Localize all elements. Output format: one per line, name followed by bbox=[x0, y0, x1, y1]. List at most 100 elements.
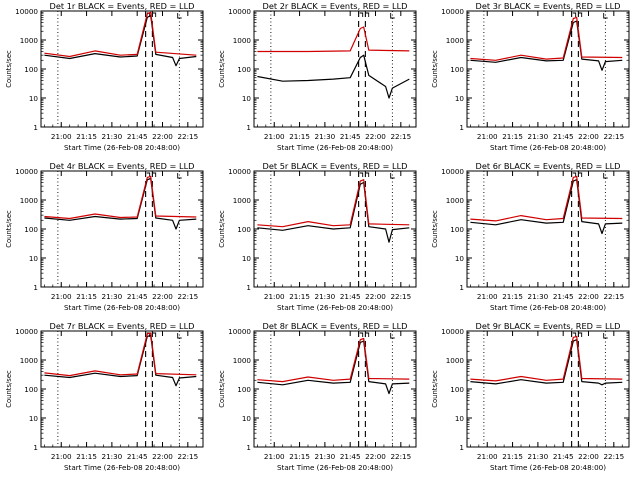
x-tick-label: 21:15 bbox=[289, 292, 310, 301]
y-tick-label: 10 bbox=[455, 94, 465, 103]
events-series-line bbox=[257, 54, 410, 99]
y-tick-label: 10000 bbox=[228, 7, 251, 16]
plot-frame bbox=[466, 170, 630, 288]
x-tick-label: 22:00 bbox=[365, 292, 386, 301]
y-tick-label: 100 bbox=[237, 225, 251, 234]
x-tick-label: 22:00 bbox=[365, 452, 386, 461]
x-tick-label: 21:30 bbox=[102, 292, 123, 301]
night-marker bbox=[603, 333, 608, 339]
y-tick-label: 10000 bbox=[441, 7, 464, 16]
x-tick-label: 21:45 bbox=[127, 452, 148, 461]
saa-marker bbox=[359, 332, 370, 337]
lld-series-line bbox=[257, 179, 410, 228]
x-tick-label: 22:15 bbox=[390, 292, 411, 301]
y-tick-label: 10000 bbox=[441, 327, 464, 336]
night-marker bbox=[177, 173, 182, 179]
x-tick-label: 21:30 bbox=[528, 292, 549, 301]
y-tick-label: 100 bbox=[450, 225, 464, 234]
plot-frame bbox=[253, 10, 417, 128]
y-tick-label: 10 bbox=[29, 254, 39, 263]
x-tick-label: 21:45 bbox=[340, 292, 361, 301]
panel-title: Det 4r BLACK = Events, RED = LLD bbox=[50, 161, 195, 171]
x-tick-label: 21:00 bbox=[477, 132, 498, 141]
y-tick-label: 10 bbox=[242, 94, 252, 103]
events-series-line bbox=[470, 339, 623, 386]
y-tick-label: 10000 bbox=[441, 167, 464, 176]
y-tick-label: 1000 bbox=[233, 356, 252, 365]
x-tick-label: 21:15 bbox=[502, 452, 523, 461]
x-tick-label: 22:15 bbox=[390, 132, 411, 141]
x-tick-label: 21:45 bbox=[553, 292, 574, 301]
x-tick-label: 21:30 bbox=[315, 292, 336, 301]
y-tick-label: 10000 bbox=[15, 167, 38, 176]
x-tick-label: 21:15 bbox=[502, 292, 523, 301]
x-tick-label: 22:15 bbox=[603, 132, 624, 141]
y-tick-label: 1 bbox=[459, 443, 464, 452]
y-tick-label: 100 bbox=[450, 385, 464, 394]
x-tick-label: 21:30 bbox=[102, 132, 123, 141]
lld-series-line bbox=[44, 175, 197, 220]
lld-series-line bbox=[44, 332, 197, 377]
panel-title: Det 5r BLACK = Events, RED = LLD bbox=[263, 161, 408, 171]
x-tick-label: 21:45 bbox=[553, 452, 574, 461]
x-axis-label: Start Time (26-Feb-08 20:48:00) bbox=[64, 463, 180, 472]
x-axis-label: Start Time (26-Feb-08 20:48:00) bbox=[490, 463, 606, 472]
night-marker bbox=[177, 13, 182, 19]
detector-panel: Det 5r BLACK = Events, RED = LLD 1 10 100 10… bbox=[218, 161, 417, 312]
x-axis-label: Start Time (26-Feb-08 20:48:00) bbox=[277, 303, 393, 312]
x-tick-label: 21:15 bbox=[289, 132, 310, 141]
y-tick-label: 10000 bbox=[15, 327, 38, 336]
x-tick-label: 21:45 bbox=[553, 132, 574, 141]
x-tick-label: 22:15 bbox=[603, 292, 624, 301]
y-tick-label: 1 bbox=[246, 443, 251, 452]
x-tick-label: 22:00 bbox=[578, 132, 599, 141]
x-tick-label: 21:00 bbox=[264, 452, 285, 461]
x-tick-label: 22:00 bbox=[152, 452, 173, 461]
x-tick-label: 21:15 bbox=[289, 452, 310, 461]
plot-frame bbox=[466, 330, 630, 448]
night-marker bbox=[390, 13, 395, 19]
saa-marker bbox=[572, 332, 583, 337]
y-tick-label: 1 bbox=[33, 283, 38, 292]
plot-frame bbox=[253, 330, 417, 448]
x-axis-label: Start Time (26-Feb-08 20:48:00) bbox=[277, 463, 393, 472]
lld-series-line bbox=[470, 16, 623, 61]
x-tick-label: 21:30 bbox=[315, 132, 336, 141]
y-axis-label: Counts/sec bbox=[5, 370, 13, 408]
x-tick-label: 22:15 bbox=[390, 452, 411, 461]
x-tick-label: 21:15 bbox=[76, 452, 97, 461]
y-tick-label: 1 bbox=[459, 123, 464, 132]
x-tick-label: 21:30 bbox=[102, 452, 123, 461]
panel-title: Det 3r BLACK = Events, RED = LLD bbox=[476, 1, 621, 11]
y-tick-label: 100 bbox=[450, 65, 464, 74]
y-axis-label: Counts/sec bbox=[5, 50, 13, 88]
lld-series-line bbox=[470, 335, 623, 382]
lld-series-line bbox=[44, 11, 197, 58]
events-series-line bbox=[470, 20, 623, 71]
detector-panel: Det 4r BLACK = Events, RED = LLD 1 10 100 10… bbox=[5, 161, 204, 312]
x-tick-label: 21:45 bbox=[127, 292, 148, 301]
detector-panel: Det 8r BLACK = Events, RED = LLD 1 10 100 10… bbox=[218, 321, 417, 472]
panel-title: Det 9r BLACK = Events, RED = LLD bbox=[476, 321, 621, 331]
x-tick-label: 22:00 bbox=[152, 132, 173, 141]
y-axis-label: Counts/sec bbox=[218, 210, 226, 248]
y-tick-label: 1 bbox=[246, 123, 251, 132]
detector-panel: Det 1r BLACK = Events, RED = LLD 1 10 100 10… bbox=[5, 1, 204, 152]
panel-title: Det 1r BLACK = Events, RED = LLD bbox=[50, 1, 195, 11]
x-tick-label: 21:15 bbox=[76, 132, 97, 141]
events-series-line bbox=[44, 14, 197, 67]
y-tick-label: 10000 bbox=[228, 327, 251, 336]
panel-title: Det 6r BLACK = Events, RED = LLD bbox=[476, 161, 621, 171]
x-tick-label: 22:00 bbox=[152, 292, 173, 301]
y-tick-label: 1 bbox=[33, 443, 38, 452]
x-tick-label: 21:00 bbox=[477, 292, 498, 301]
y-tick-label: 1 bbox=[459, 283, 464, 292]
detector-panel: Det 2r BLACK = Events, RED = LLD 1 10 100 10… bbox=[218, 1, 417, 152]
y-tick-label: 10 bbox=[455, 254, 465, 263]
y-tick-label: 10 bbox=[29, 414, 39, 423]
y-tick-label: 10 bbox=[455, 414, 465, 423]
night-marker bbox=[390, 333, 395, 339]
x-axis-label: Start Time (26-Feb-08 20:48:00) bbox=[64, 143, 180, 152]
x-tick-label: 21:00 bbox=[51, 452, 72, 461]
x-tick-label: 22:15 bbox=[177, 292, 198, 301]
